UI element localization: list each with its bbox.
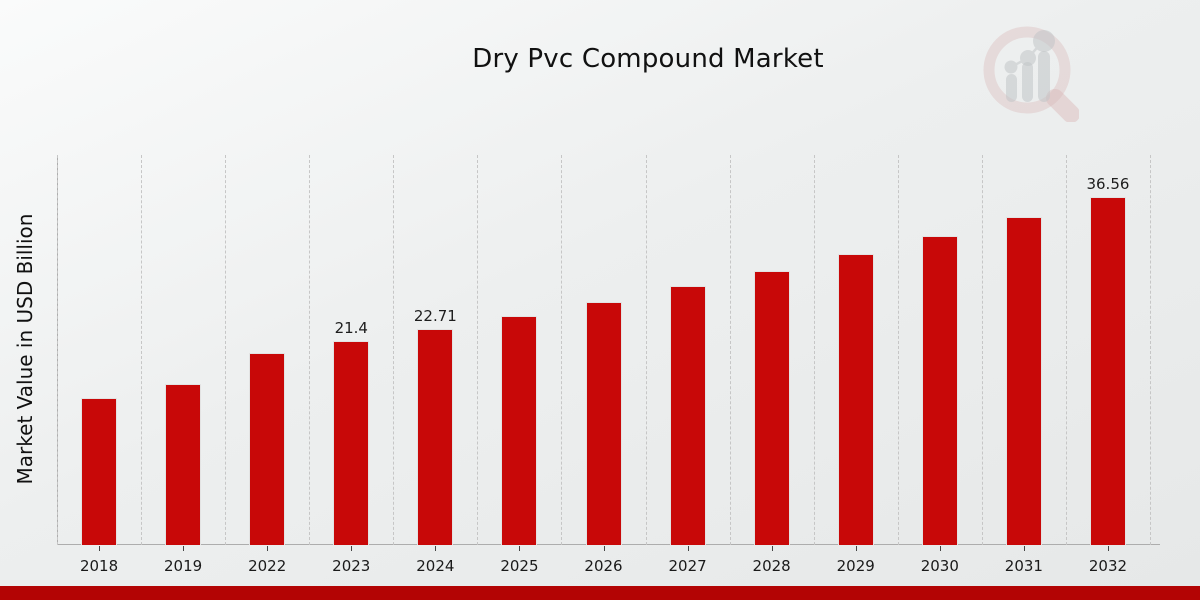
x-tick [771,546,773,551]
bar-2019 [165,384,202,545]
x-tick [267,546,269,551]
logo-watermark [983,26,1079,122]
x-tick [687,546,689,551]
chart-title: Dry Pvc Compound Market [472,44,824,74]
gridline [309,155,311,545]
magnifier-ring [983,26,1071,114]
bar-2024 [417,329,454,545]
gridline [981,155,983,545]
bar-value-label: 36.56 [1086,175,1130,194]
x-tick-label: 2030 [920,557,959,575]
bar-value-label: 22.71 [413,307,457,325]
bar-2018 [81,397,118,545]
x-tick-label: 2031 [1004,557,1043,575]
gridline [141,155,143,545]
x-tick-label: 2025 [500,557,539,575]
bar-2029 [837,253,874,545]
x-tick [183,546,185,551]
x-tick-label: 2026 [584,557,623,575]
gridline [813,155,815,545]
x-tick-label: 2019 [164,557,203,575]
x-tick-label: 2024 [416,557,455,575]
gridline [729,155,731,545]
x-tick [519,546,521,551]
gridline [57,155,58,545]
x-tick-label: 2032 [1088,557,1128,575]
gridline [225,155,227,545]
x-tick [351,546,353,551]
gridline [645,155,647,545]
bar-chart-icon [1006,51,1050,102]
x-tick [1023,546,1025,551]
bar-value-label: 21.4 [334,319,368,338]
x-tick [99,546,101,551]
bar-2028 [753,271,790,545]
gridline [1065,155,1067,545]
bar-2026 [585,301,622,545]
magnifier-icon [983,26,1079,122]
footer-red-banner [0,586,1200,600]
gridline [1150,155,1151,545]
trend-dots-icon [1004,30,1055,74]
bar-2023 [333,341,370,545]
x-tick-label: 2022 [248,557,287,575]
bar-2030 [921,235,958,545]
gridline [561,155,563,545]
bar-2031 [1005,216,1042,545]
bar-2027 [669,286,706,545]
gridline [897,155,899,545]
gridline [393,155,395,545]
bar-2025 [501,315,538,545]
x-tick-label: 2029 [836,557,875,575]
plot-area: 2018 2019 2022 2023 21.4 2024 22.71 2025 2026 202… [57,155,1160,575]
x-tick [1107,546,1109,551]
bar-2022 [249,352,286,545]
gridline [477,155,479,545]
magnifier-handle [1046,89,1079,122]
x-tick [939,546,941,551]
x-tick-label: 2027 [668,557,707,575]
x-tick [855,546,857,551]
bar-2032 [1089,197,1126,545]
x-tick-label: 2018 [79,557,119,575]
x-tick [603,546,605,551]
y-axis-label: Market Value in USD Billion [13,213,37,485]
x-tick-label: 2028 [752,557,791,575]
x-tick-label: 2023 [332,557,371,575]
x-tick [435,546,437,551]
